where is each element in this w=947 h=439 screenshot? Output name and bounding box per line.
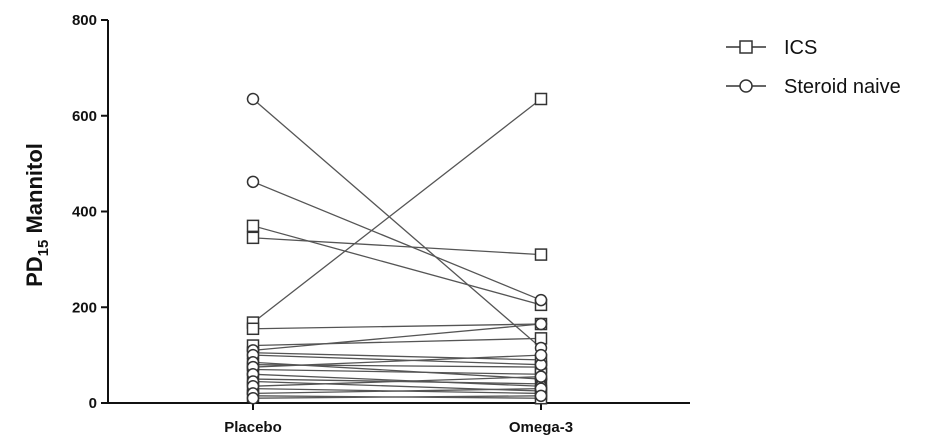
- steroid-naive-subject-line-7: [252, 373, 542, 387]
- ics-point-1-placebo: [246, 219, 260, 233]
- steroid-naive-subject-line-9: [252, 376, 542, 387]
- ics-subject-line-4: [252, 323, 542, 330]
- steroid-naive-point-3-omega-3: [534, 317, 548, 331]
- series-lines: [252, 98, 542, 399]
- steroid-naive-point-6-omega-3: [534, 348, 548, 362]
- ics-subject-line-6: [252, 352, 542, 361]
- y-axis: 0 200 400 600 800: [72, 12, 109, 412]
- y-axis-title-main: PD: [22, 256, 47, 287]
- steroid-naive-point-11-omega-3: [534, 389, 548, 403]
- legend-item-steroid-naive: Steroid naive: [726, 76, 901, 98]
- steroid-naive-point-9-omega-3: [534, 370, 548, 383]
- ics-point-4-placebo: [246, 322, 260, 336]
- steroid-naive-subject-line-4: [252, 354, 542, 366]
- y-tick-label-800: 800: [72, 12, 97, 29]
- legend-square-marker-icon: [739, 40, 753, 54]
- legend-item-ics: ICS: [726, 37, 817, 59]
- y-axis-title-subscript: 15: [35, 240, 52, 257]
- steroid-naive-point-2-placebo: [246, 175, 260, 189]
- steroid-naive-subject-line-11: [252, 395, 542, 399]
- legend-circle-marker-icon: [739, 79, 753, 93]
- steroid-naive-subject-line-3: [252, 323, 542, 351]
- y-axis-title: PD15 Mannitol: [22, 143, 52, 287]
- ics-subject-line-2: [252, 237, 542, 256]
- ics-subject-line-3: [252, 98, 542, 324]
- ics-subject-line-8: [252, 368, 542, 375]
- y-axis-title-rest: Mannitol: [22, 143, 47, 240]
- legend: ICS Steroid naive: [726, 37, 901, 98]
- steroid-naive-subject-line-1: [252, 98, 542, 349]
- steroid-naive-subject-line-10: [252, 387, 542, 395]
- legend-label-ics: ICS: [784, 37, 817, 59]
- ics-point-2-placebo: [246, 231, 260, 245]
- y-tick-label-400: 400: [72, 204, 97, 221]
- ics-point-2-omega-3: [534, 248, 548, 261]
- ics-subject-line-1: [252, 225, 542, 306]
- ics-point-3-omega-3: [534, 92, 548, 106]
- x-tick-label-placebo: Placebo: [224, 419, 282, 436]
- x-axis: Placebo Omega-3: [108, 402, 690, 436]
- x-tick-label-omega-3: Omega-3: [509, 419, 573, 436]
- y-tick-label-0: 0: [89, 395, 97, 412]
- y-tick-label-600: 600: [72, 108, 97, 125]
- legend-label-steroid-naive: Steroid naive: [784, 76, 901, 98]
- y-tick-label-200: 200: [72, 299, 97, 316]
- steroid-naive-subject-line-2: [252, 181, 542, 301]
- steroid-naive-point-11-placebo: [246, 391, 260, 405]
- ics-subject-line-5: [252, 337, 542, 347]
- series-markers: [246, 92, 548, 405]
- steroid-naive-point-2-omega-3: [534, 293, 548, 307]
- steroid-naive-point-1-placebo: [246, 92, 260, 106]
- steroid-naive-subject-line-6: [252, 354, 542, 368]
